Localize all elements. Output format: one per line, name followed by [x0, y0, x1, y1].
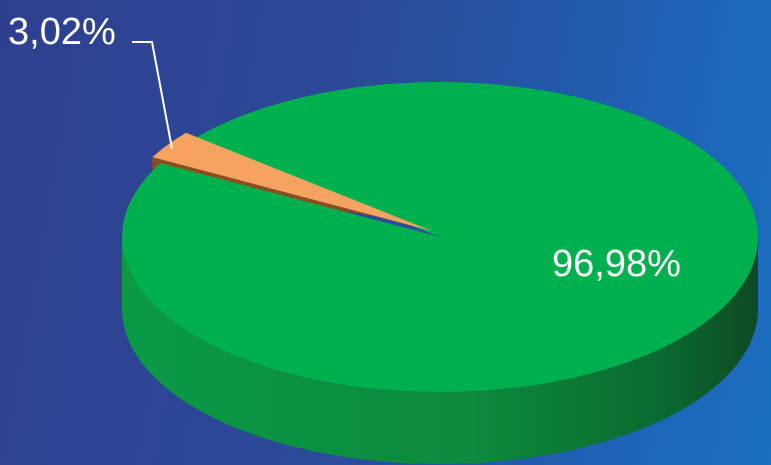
data-label-large-slice: 96,98%	[552, 243, 681, 285]
data-label-small-slice: 3,02%	[8, 11, 116, 53]
pie-slice-small	[152, 132, 432, 231]
pie-slice-side-small	[152, 157, 432, 231]
pie-slices	[122, 82, 758, 392]
pie-slice-large	[122, 82, 758, 392]
pie-3d-sides	[122, 157, 758, 464]
pie-slice-side-large	[122, 237, 758, 464]
leader-line-small-slice	[132, 41, 173, 149]
